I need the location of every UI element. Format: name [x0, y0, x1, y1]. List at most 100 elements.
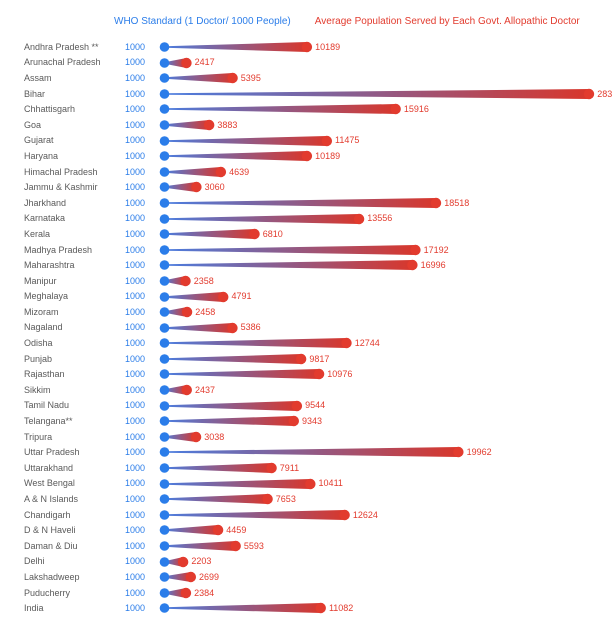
row-track: 15916: [149, 101, 588, 117]
baseline-label: 1000: [117, 385, 149, 395]
chart-row: Uttarakhand10007911: [24, 460, 588, 476]
avg-dot: [249, 229, 259, 239]
state-label: Assam: [24, 73, 117, 83]
value-label: 2384: [194, 588, 214, 598]
baseline-label: 1000: [117, 104, 149, 114]
avg-dot: [390, 104, 400, 114]
baseline-label: 1000: [117, 229, 149, 239]
avg-dot: [180, 276, 190, 286]
row-track: 13556: [149, 211, 588, 227]
value-label: 2458: [195, 307, 215, 317]
row-track: 10411: [149, 476, 588, 492]
avg-dot: [584, 89, 594, 99]
row-track: 6810: [149, 226, 588, 242]
avg-dot: [186, 572, 196, 582]
value-label: 3060: [205, 182, 225, 192]
chart-row: Chandigarh100012624: [24, 507, 588, 523]
avg-dot: [339, 510, 349, 520]
row-track: 5593: [149, 538, 588, 554]
baseline-label: 1000: [117, 167, 149, 177]
value-label: 2437: [195, 385, 215, 395]
row-track: 11475: [149, 133, 588, 149]
value-label: 4791: [231, 291, 251, 301]
connector: [164, 151, 306, 161]
who-dot: [160, 557, 170, 567]
who-dot: [160, 370, 170, 380]
chart-row: Daman & Diu10005593: [24, 538, 588, 554]
connector: [164, 479, 310, 489]
connector: [164, 167, 220, 177]
baseline-label: 1000: [117, 338, 149, 348]
who-dot: [160, 198, 170, 208]
row-track: 10189: [149, 148, 588, 164]
value-label: 9544: [305, 400, 325, 410]
baseline-label: 1000: [117, 525, 149, 535]
who-dot: [160, 432, 170, 442]
chart-row: Lakshadweep10002699: [24, 569, 588, 585]
who-dot: [160, 541, 170, 551]
value-label: 2699: [199, 572, 219, 582]
chart-row: Puducherry10002384: [24, 585, 588, 601]
value-label: 2203: [191, 556, 211, 566]
chart-row: Maharashtra100016996: [24, 257, 588, 273]
who-dot: [160, 572, 170, 582]
row-track: 5386: [149, 320, 588, 336]
avg-dot: [218, 291, 228, 301]
state-label: Haryana: [24, 151, 117, 161]
connector: [164, 541, 235, 551]
baseline-label: 1000: [117, 541, 149, 551]
avg-dot: [216, 167, 226, 177]
baseline-label: 1000: [117, 260, 149, 270]
avg-dot: [181, 588, 191, 598]
state-label: Rajasthan: [24, 369, 117, 379]
state-label: Maharashtra: [24, 260, 117, 270]
legend-who: WHO Standard (1 Doctor/ 1000 People): [114, 16, 291, 27]
baseline-label: 1000: [117, 198, 149, 208]
who-dot: [160, 151, 170, 161]
value-label: 10411: [319, 478, 343, 488]
value-label: 11082: [329, 603, 353, 613]
who-dot: [160, 416, 170, 426]
dumbbell-chart: Andhra Pradesh **100010189Arunachal Prad…: [24, 39, 588, 616]
row-track: 3883: [149, 117, 588, 133]
state-label: Meghalaya: [24, 291, 117, 301]
state-label: D & N Haveli: [24, 525, 117, 535]
chart-row: D & N Haveli10004459: [24, 522, 588, 538]
who-dot: [160, 463, 170, 473]
who-dot: [160, 354, 170, 364]
value-label: 10976: [327, 369, 352, 379]
row-track: 2203: [149, 554, 588, 570]
who-dot: [160, 292, 170, 302]
connector: [164, 42, 306, 52]
value-label: 9343: [302, 416, 322, 426]
row-track: 3038: [149, 429, 588, 445]
state-label: Daman & Diu: [24, 541, 117, 551]
baseline-label: 1000: [117, 182, 149, 192]
chart-row: Assam10005395: [24, 70, 588, 86]
connector: [164, 245, 415, 255]
baseline-label: 1000: [117, 245, 149, 255]
connector: [164, 89, 589, 99]
value-label: 13556: [367, 213, 392, 223]
chart-row: Bihar100028391: [24, 86, 588, 102]
who-dot: [160, 401, 170, 411]
chart-row: Punjab10009817: [24, 351, 588, 367]
avg-dot: [182, 385, 192, 395]
state-label: Lakshadweep: [24, 572, 117, 582]
avg-dot: [181, 57, 191, 67]
chart-row: Chhattisgarh100015916: [24, 101, 588, 117]
state-label: Punjab: [24, 354, 117, 364]
avg-dot: [316, 603, 326, 613]
value-label: 7653: [276, 494, 296, 504]
value-label: 19962: [467, 447, 492, 457]
connector: [164, 447, 458, 457]
state-label: Nagaland: [24, 322, 117, 332]
chart-row: Haryana100010189: [24, 148, 588, 164]
value-label: 4639: [229, 167, 249, 177]
chart-row: Kerala10006810: [24, 226, 588, 242]
connector: [164, 104, 395, 114]
connector: [164, 463, 271, 473]
connector: [164, 292, 223, 302]
baseline-label: 1000: [117, 307, 149, 317]
state-label: Chandigarh: [24, 510, 117, 520]
